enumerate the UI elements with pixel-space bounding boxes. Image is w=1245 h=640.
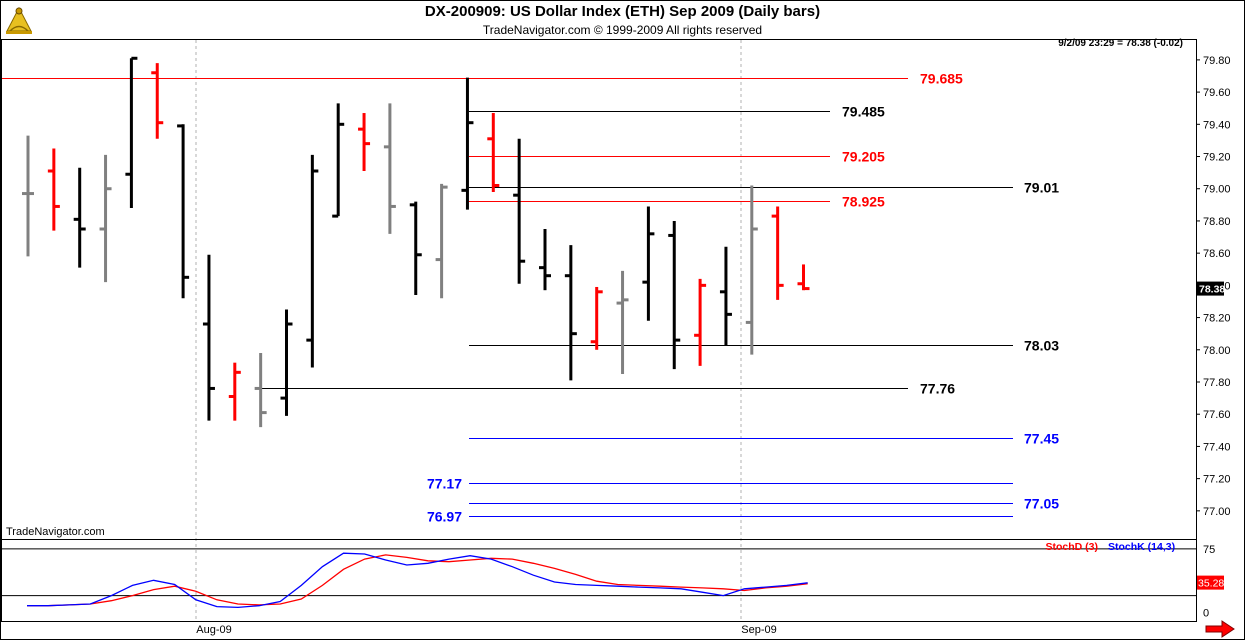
chart-title: DX-200909: US Dollar Index (ETH) Sep 200…: [424, 3, 821, 20]
y-tick-label: 77.40: [1203, 441, 1231, 453]
y-tick-label: 79.00: [1203, 184, 1231, 196]
y-tick-label: 78.20: [1203, 313, 1231, 325]
y-tick-label: 77.60: [1203, 409, 1231, 421]
stoch-series-line: [27, 552, 808, 609]
legend-stoch-d: StochD (3): [1046, 541, 1099, 553]
stochastic-panel: Aug-09 Sep-09 75 0 StochD (3) StochK (14,3) 35…: [1, 539, 1224, 636]
y-tick-label: 77.80: [1203, 377, 1231, 389]
price-panel-border: [1, 39, 1197, 540]
y-tick-label: 78.00: [1203, 345, 1231, 357]
stoch-panel-border: [1, 539, 1197, 622]
red-arrow-right-icon[interactable]: [1205, 620, 1235, 638]
y-tick-label: 79.60: [1203, 87, 1231, 99]
y-tick-label: 78.60: [1203, 248, 1231, 260]
stoch-series-line: [27, 554, 808, 607]
stoch-y-tick-label: 0: [1203, 608, 1209, 620]
y-tick-label: 79.20: [1203, 152, 1231, 164]
level-label: 78.925: [842, 194, 885, 210]
stoch-y-tick-label: 75: [1203, 544, 1215, 556]
stoch-last-label: 35.28: [1198, 578, 1224, 590]
stoch-last-box: [1197, 575, 1224, 590]
watermark-text: TradeNavigator.com: [6, 526, 105, 538]
level-label: 79.01: [1024, 180, 1059, 196]
level-label: 79.205: [842, 149, 885, 165]
x-tick-label: Sep-09: [741, 624, 776, 636]
legend-stoch-k: StochK (14,3): [1108, 541, 1175, 553]
y-tick-label: 79.40: [1203, 119, 1231, 131]
level-label: 79.685: [920, 71, 963, 87]
y-tick-label: 77.00: [1203, 506, 1231, 518]
y-tick-label: 77.20: [1203, 474, 1231, 486]
level-label: 77.45: [1024, 431, 1059, 447]
chart-subtitle: TradeNavigator.com © 1999-2009 All right…: [482, 23, 763, 37]
level-label: 78.03: [1024, 338, 1059, 354]
x-tick-label: Aug-09: [196, 624, 231, 636]
level-label: 77.17: [427, 476, 462, 492]
level-label: 79.485: [842, 104, 885, 120]
y-tick-label: 79.80: [1203, 55, 1231, 67]
last-price-label: 78.38: [1199, 284, 1225, 296]
y-tick-label: 78.80: [1203, 216, 1231, 228]
sextant-logo-icon[interactable]: [4, 4, 34, 36]
last-price-box: [1197, 281, 1224, 296]
level-label: 76.97: [427, 509, 462, 525]
level-label: 77.05: [1024, 496, 1059, 512]
level-label: 77.76: [920, 381, 955, 397]
quote-readout: 9/2/09 23:29 = 78.38 (-0.02): [1058, 38, 1183, 49]
